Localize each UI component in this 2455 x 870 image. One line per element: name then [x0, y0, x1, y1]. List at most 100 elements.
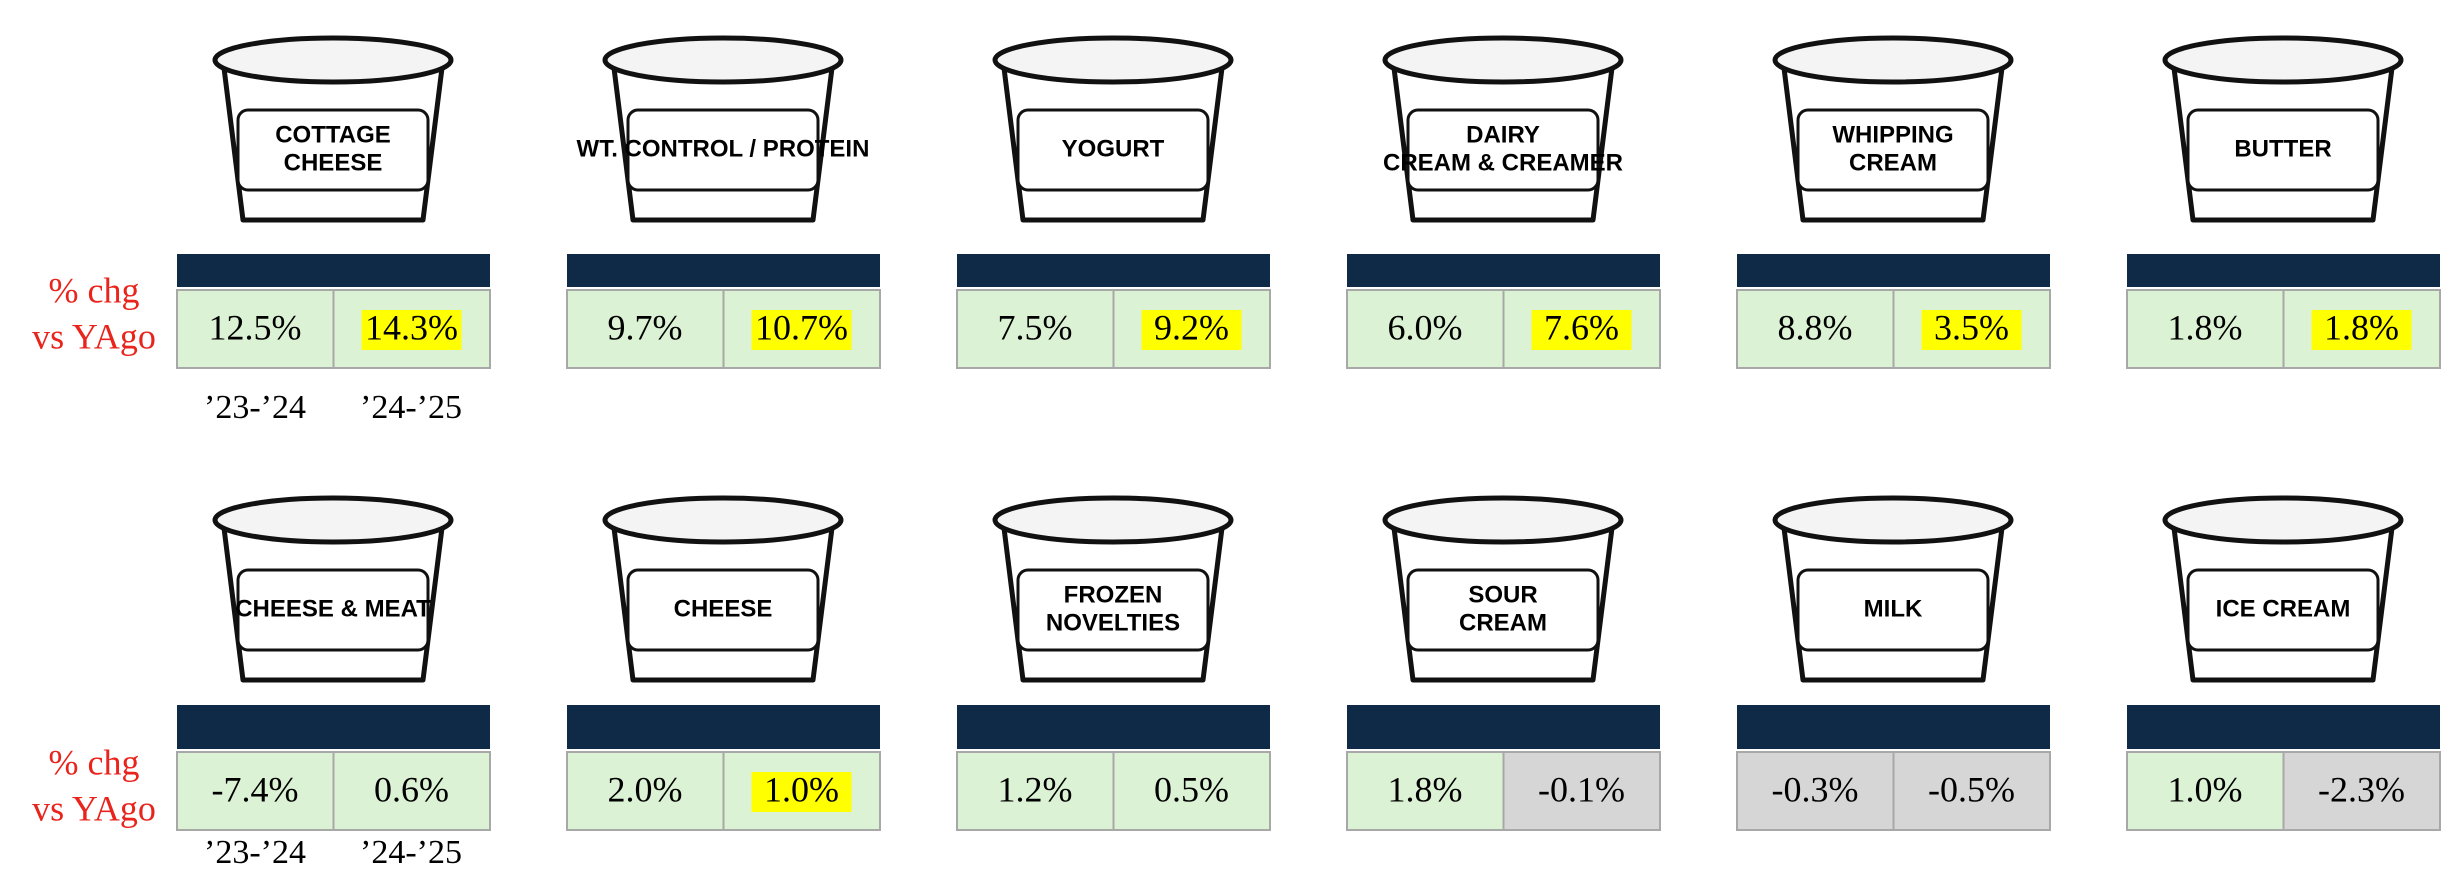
- icon-lid: [602, 495, 844, 545]
- product-icon: [992, 35, 1234, 223]
- value-cell: [1892, 751, 2051, 831]
- value-highlight: [1141, 310, 1242, 350]
- value-text: 0.6%: [374, 769, 449, 809]
- value-text: 1.8%: [1388, 769, 1463, 809]
- value-cell: [722, 751, 881, 831]
- period-label: ’24-’25: [360, 834, 462, 870]
- product-name: YOGURT: [1062, 135, 1165, 162]
- product-icon: [212, 495, 454, 683]
- value-cell: [1346, 289, 1505, 369]
- value-cell: [956, 751, 1115, 831]
- row-label: % chg: [49, 270, 140, 310]
- product-name: CHEESE: [674, 595, 773, 622]
- product-name: NOVELTIES: [1046, 609, 1180, 636]
- value-text: 1.8%: [2324, 307, 2399, 347]
- product-icon: [1772, 35, 2014, 223]
- product-name: CHEESE & MEAT: [235, 595, 431, 622]
- product-name: WT. CONTROL / PROTEIN: [577, 135, 870, 162]
- value-highlight: [1921, 310, 2022, 350]
- header-bar: [567, 705, 880, 749]
- value-text: 6.0%: [1388, 307, 1463, 347]
- header-bar: [1347, 254, 1660, 287]
- product-icon: [602, 35, 844, 223]
- value-text: 9.2%: [1154, 307, 1229, 347]
- product-name: CREAM: [1849, 149, 1937, 176]
- product-name: FROZEN: [1064, 581, 1163, 608]
- header-bar: [1347, 705, 1660, 749]
- icon-label-plate: [2186, 108, 2380, 192]
- product-name: ICE CREAM: [2216, 595, 2351, 622]
- product-name: DAIRY: [1466, 121, 1540, 148]
- icon-label-plate: [1406, 108, 1600, 192]
- product-name: MILK: [1864, 595, 1923, 622]
- icon-lid: [1772, 495, 2014, 545]
- value-text: 12.5%: [209, 307, 302, 347]
- value-cell: [2282, 751, 2441, 831]
- value-text: -0.3%: [1772, 769, 1859, 809]
- value-text: 1.8%: [2168, 307, 2243, 347]
- product-name: CHEESE: [284, 149, 383, 176]
- row-label: vs YAgo: [32, 316, 156, 356]
- value-cell: [1502, 751, 1661, 831]
- value-cell: [1112, 751, 1271, 831]
- value-highlight: [1531, 310, 1632, 350]
- product-icon: [2162, 35, 2404, 223]
- product-name: WHIPPING: [1832, 121, 1953, 148]
- value-text: -7.4%: [212, 769, 299, 809]
- value-text: 8.8%: [1778, 307, 1853, 347]
- icon-lid: [1382, 35, 1624, 85]
- product-icon: [1382, 35, 1624, 223]
- product-icon: [2162, 495, 2404, 683]
- icon-lid: [1382, 495, 1624, 545]
- value-cell: [2126, 751, 2285, 831]
- value-text: 14.3%: [365, 307, 458, 347]
- header-bar: [177, 254, 490, 287]
- value-cell: [2126, 289, 2285, 369]
- header-bar: [567, 254, 880, 287]
- value-cell: [332, 751, 491, 831]
- value-text: 0.5%: [1154, 769, 1229, 809]
- icon-lid: [1772, 35, 2014, 85]
- icon-lid: [992, 495, 1234, 545]
- header-bar: [177, 705, 490, 749]
- value-cell: [566, 289, 725, 369]
- row-label: % chg: [49, 742, 140, 782]
- icon-label-plate: [236, 568, 430, 652]
- icon-lid: [212, 35, 454, 85]
- product-name: BUTTER: [2234, 135, 2331, 162]
- product-name: CREAM & CREAMER: [1383, 149, 1623, 176]
- header-bar: [1737, 254, 2050, 287]
- product-name: CREAM: [1459, 609, 1547, 636]
- value-text: 9.7%: [608, 307, 683, 347]
- header-bar: [2127, 254, 2440, 287]
- value-text: 1.2%: [998, 769, 1073, 809]
- icon-lid: [212, 495, 454, 545]
- icon-lid: [602, 35, 844, 85]
- icon-lid: [2162, 35, 2404, 85]
- icon-label-plate: [236, 108, 430, 192]
- product-name: SOUR: [1468, 581, 1537, 608]
- value-highlight: [751, 772, 852, 812]
- header-bar: [957, 705, 1270, 749]
- icon-label-plate: [1016, 568, 1210, 652]
- product-icon: [212, 35, 454, 223]
- value-text: 1.0%: [764, 769, 839, 809]
- period-label: ’23-’24: [204, 389, 306, 426]
- icon-lid: [2162, 495, 2404, 545]
- icon-label-plate: [1016, 108, 1210, 192]
- value-text: -0.5%: [1928, 769, 2015, 809]
- value-text: 1.0%: [2168, 769, 2243, 809]
- value-cell: [722, 289, 881, 369]
- product-icon: [602, 495, 844, 683]
- value-text: 7.5%: [998, 307, 1073, 347]
- value-text: -0.1%: [1538, 769, 1625, 809]
- icon-label-plate: [1796, 568, 1990, 652]
- period-label: ’24-’25: [360, 389, 462, 426]
- value-cell: [1736, 751, 1895, 831]
- icon-label-plate: [626, 108, 820, 192]
- product-icon: [992, 495, 1234, 683]
- icon-label-plate: [2186, 568, 2380, 652]
- value-text: 3.5%: [1934, 307, 2009, 347]
- value-text: 10.7%: [755, 307, 848, 347]
